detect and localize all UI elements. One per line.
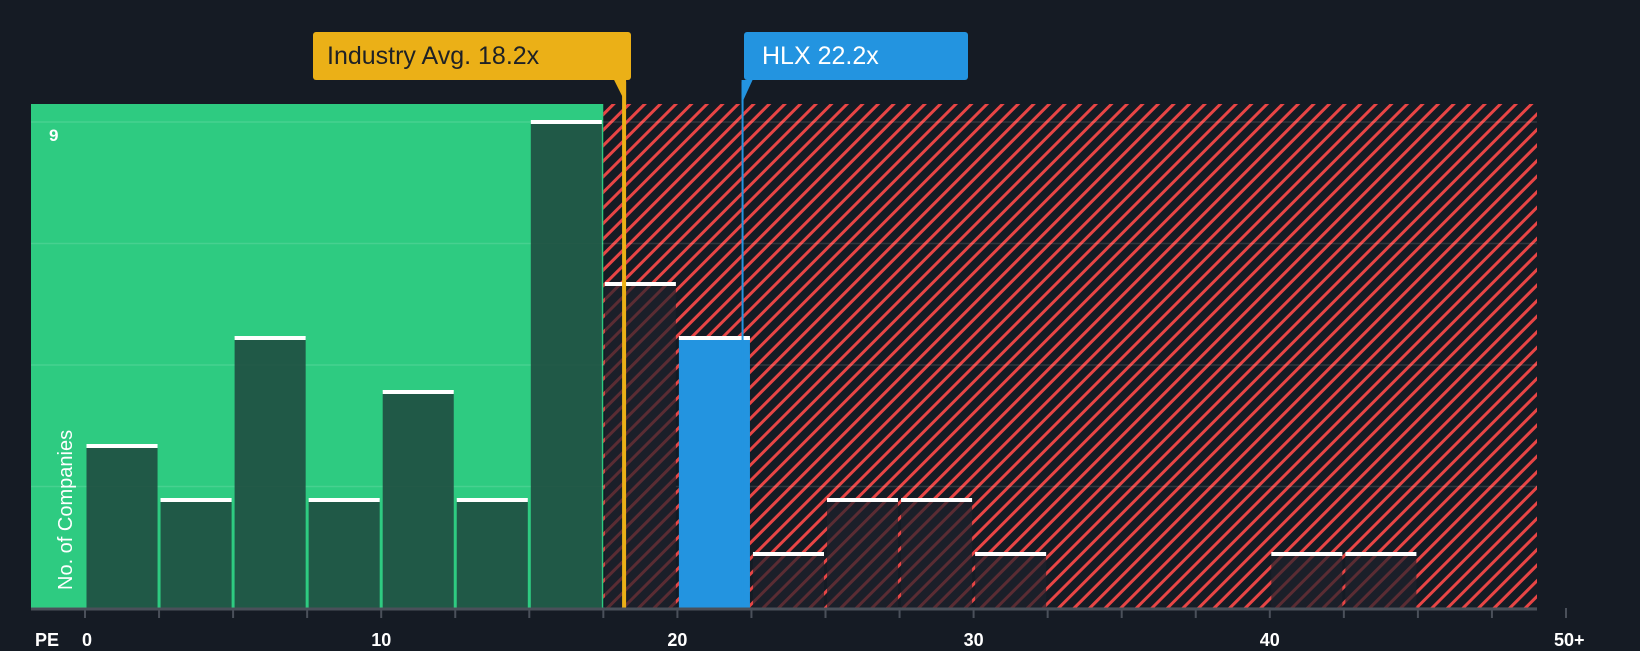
x-tick-label: 10 [371,630,392,650]
y-axis-title: No. of Companies [55,429,77,590]
bar-cap [975,552,1047,556]
bar-cap [1271,552,1343,556]
bar-42.5-45 [1345,554,1417,608]
bar-cap [604,282,676,286]
bar-20-22.5 [678,338,750,608]
x-tick-label: 50+ [1554,630,1585,650]
x-tick-label: 20 [667,630,688,650]
x-tick-label: 30 [963,630,984,650]
bar-2.5-5 [160,500,232,608]
company-pe-callout: HLX 22.2x [744,32,968,80]
bar-cap [752,552,824,556]
x-tick-label: 0 [82,630,93,650]
bar-cap [901,498,973,502]
overvalued-zone [603,104,1537,608]
bar-25-27.5 [827,500,899,608]
bar-cap [86,444,158,448]
bar-5-7.5 [234,338,306,608]
bar-cap [1345,552,1417,556]
bar-40-42.5 [1271,554,1343,608]
y-tick-max: 9 [49,126,59,145]
bar-cap [456,498,528,502]
bar-cap [308,498,380,502]
industry-average-callout: Industry Avg. 18.2x [313,32,631,80]
x-axis-title: PE [35,630,60,650]
bar-7.5-10 [308,500,380,608]
x-tick-label: 40 [1259,630,1280,650]
bar-cap [827,498,899,502]
bar-cap [160,498,232,502]
bar-17.5-20 [604,284,676,608]
bar-cap [678,336,750,340]
marker-lines [614,80,753,608]
bar-15-17.5 [530,122,602,608]
company-callout-pointer [741,80,753,104]
bar-cap [234,336,306,340]
bar-30-32.5 [975,554,1047,608]
bar-27.5-30 [901,500,973,608]
bar-22.5-25 [752,554,824,608]
bar-cap [382,390,454,394]
x-axis [31,607,1567,618]
bar-cap [530,120,602,124]
valuation-zones [31,104,1537,608]
histogram-bars [86,120,1417,608]
industry-callout-pointer [614,80,627,104]
bar-0-2.5 [86,446,158,608]
bar-10-12.5 [382,392,454,608]
bar-12.5-15 [456,500,528,608]
